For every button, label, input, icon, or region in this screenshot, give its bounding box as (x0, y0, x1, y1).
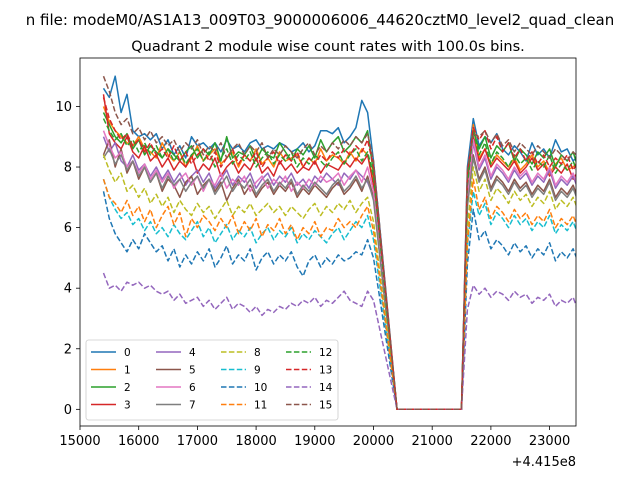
series-line-13 (102, 97, 576, 411)
x-tick-label: 16000 (118, 434, 159, 449)
series-line-14 (102, 272, 576, 411)
legend-label-7: 7 (189, 399, 196, 411)
y-tick-label: 6 (64, 221, 72, 236)
y-tick-label: 8 (64, 161, 72, 176)
x-tick-label: 17000 (177, 434, 218, 449)
y-tick-label: 10 (55, 100, 72, 115)
series-line-5 (102, 139, 576, 411)
legend-label-4: 4 (189, 347, 196, 359)
x-tick-label: 20000 (353, 434, 394, 449)
legend-label-14: 14 (319, 382, 333, 394)
series-line-15 (102, 75, 576, 411)
series-line-7 (102, 148, 576, 411)
legend-label-9: 9 (254, 364, 261, 376)
x-tick-label: 18000 (235, 434, 276, 449)
legend-box (85, 339, 339, 421)
figure-suptitle: n file: modeM0/AS1A13_009T03_9000006006_… (26, 11, 615, 30)
x-tick-label: 21000 (412, 434, 453, 449)
legend-label-13: 13 (319, 364, 332, 376)
x-tick-label: 23000 (529, 434, 570, 449)
series-line-11 (102, 178, 576, 411)
legend-label-12: 12 (319, 347, 332, 359)
x-tick-label: 19000 (294, 434, 335, 449)
legend-label-2: 2 (124, 382, 131, 394)
legend-label-11: 11 (254, 399, 267, 411)
series-line-3 (102, 94, 576, 411)
series-line-9 (102, 178, 576, 411)
series-line-10 (102, 191, 576, 411)
plot-frame (79, 57, 577, 427)
legend-label-5: 5 (189, 364, 196, 376)
series-layer (102, 75, 576, 411)
legend-label-3: 3 (124, 399, 131, 411)
y-tick-label: 0 (64, 403, 72, 418)
x-tick-label: 22000 (470, 434, 511, 449)
chart-title: Quadrant 2 module wise count rates with … (131, 39, 525, 55)
legend-label-8: 8 (254, 347, 261, 359)
axis-layer: 15000 16000 17000 18000 19000 20000 21000 22000… (55, 100, 570, 449)
series-line-4 (102, 136, 576, 411)
series-line-0 (102, 75, 576, 411)
x-tick-label: 15000 (59, 434, 100, 449)
y-tick-label: 4 (64, 282, 72, 297)
legend-label-15: 15 (319, 399, 332, 411)
legend-label-1: 1 (124, 364, 131, 376)
series-line-8 (102, 154, 576, 411)
y-tick-label: 2 (64, 342, 72, 357)
x-offset-label: +4.415e8 (512, 455, 576, 470)
legend-label-10: 10 (254, 382, 267, 394)
series-line-6 (102, 130, 576, 411)
legend-label-6: 6 (189, 382, 196, 394)
legend-label-0: 0 (124, 347, 131, 359)
